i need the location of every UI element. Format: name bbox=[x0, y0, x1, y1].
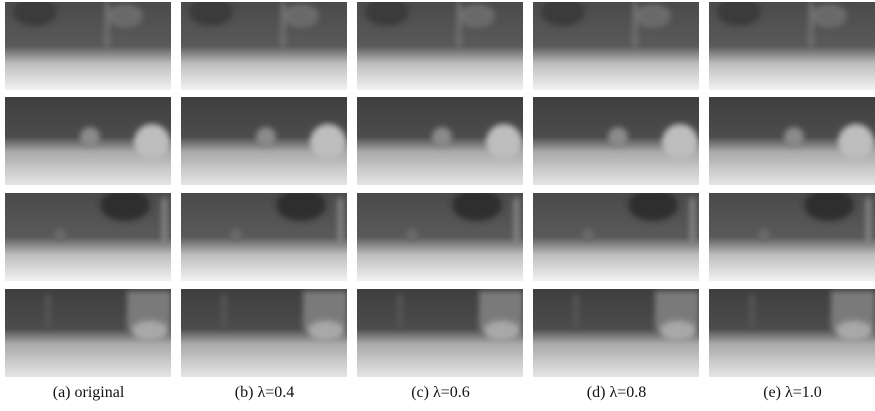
object bbox=[256, 127, 276, 147]
object bbox=[406, 229, 418, 241]
depth-map bbox=[709, 289, 875, 377]
figure: (a) original (b) λ=0.4 (c) λ=0.6 (d) λ=0.8 (… bbox=[0, 0, 875, 411]
pole bbox=[105, 2, 109, 47]
depth-map bbox=[533, 189, 699, 281]
pole bbox=[809, 2, 813, 47]
object bbox=[308, 321, 344, 341]
caption: (c) λ=0.6 bbox=[357, 384, 524, 402]
object bbox=[784, 127, 804, 147]
depth-map bbox=[357, 189, 523, 281]
pole bbox=[633, 2, 637, 47]
object bbox=[432, 127, 452, 147]
tree bbox=[452, 189, 502, 221]
pole bbox=[397, 294, 403, 329]
pole bbox=[866, 198, 871, 243]
depth-map bbox=[357, 97, 523, 185]
object bbox=[80, 127, 100, 147]
object bbox=[54, 229, 66, 241]
depth-map bbox=[181, 97, 347, 185]
depth-map bbox=[533, 289, 699, 377]
object bbox=[608, 127, 628, 147]
depth-map bbox=[5, 289, 171, 377]
pole bbox=[514, 198, 519, 243]
pole bbox=[573, 294, 579, 329]
depth-map bbox=[533, 97, 699, 185]
pole bbox=[45, 294, 51, 329]
tree bbox=[804, 189, 854, 221]
depth-grid bbox=[0, 0, 875, 380]
depth-map bbox=[181, 0, 347, 90]
tree bbox=[107, 4, 143, 28]
tree bbox=[635, 4, 671, 28]
tree bbox=[283, 4, 319, 28]
pole bbox=[338, 198, 343, 243]
object bbox=[660, 321, 696, 341]
pole bbox=[281, 2, 285, 47]
tree bbox=[100, 189, 150, 221]
depth-map bbox=[5, 189, 171, 281]
depth-map bbox=[5, 0, 171, 90]
caption: (a) original bbox=[5, 384, 172, 402]
object bbox=[486, 124, 522, 160]
depth-map bbox=[709, 97, 875, 185]
pole bbox=[457, 2, 461, 47]
pole bbox=[690, 198, 695, 243]
depth-map bbox=[181, 289, 347, 377]
depth-map bbox=[357, 0, 523, 90]
depth-map bbox=[709, 189, 875, 281]
object bbox=[662, 124, 698, 160]
depth-map bbox=[357, 289, 523, 377]
caption: (b) λ=0.4 bbox=[181, 384, 348, 402]
object bbox=[838, 124, 874, 160]
caption: (e) λ=1.0 bbox=[709, 384, 875, 402]
object bbox=[582, 229, 594, 241]
depth-map bbox=[533, 0, 699, 90]
object bbox=[230, 229, 242, 241]
object bbox=[134, 124, 170, 160]
tree bbox=[276, 189, 326, 221]
object bbox=[484, 321, 520, 341]
pole bbox=[221, 294, 227, 329]
object bbox=[310, 124, 346, 160]
caption: (d) λ=0.8 bbox=[533, 384, 700, 402]
tree bbox=[628, 189, 678, 221]
object bbox=[758, 229, 770, 241]
pole bbox=[162, 198, 167, 243]
depth-map bbox=[181, 189, 347, 281]
depth-map bbox=[709, 0, 875, 90]
object bbox=[132, 321, 168, 341]
pole bbox=[749, 294, 755, 329]
tree bbox=[811, 4, 847, 28]
depth-map bbox=[5, 97, 171, 185]
object bbox=[836, 321, 872, 341]
tree bbox=[459, 4, 495, 28]
